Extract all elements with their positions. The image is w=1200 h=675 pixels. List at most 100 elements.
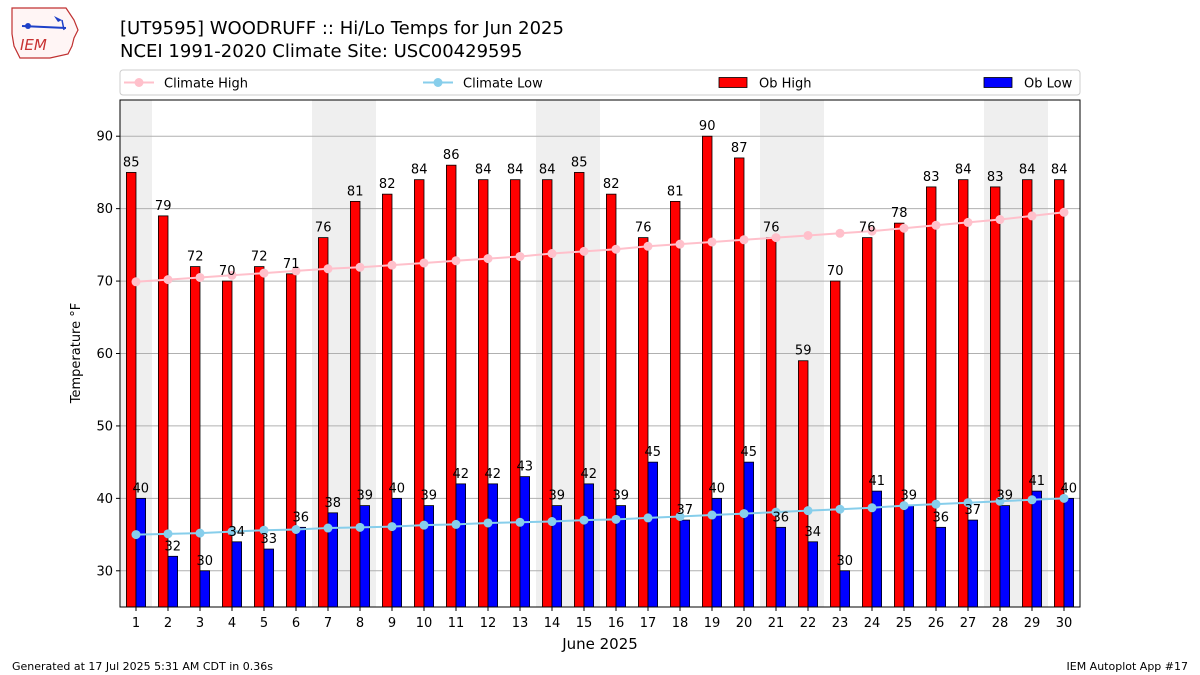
climate-low-point bbox=[547, 517, 557, 527]
y-tick-label: 70 bbox=[96, 275, 113, 290]
climate-low-point bbox=[995, 496, 1005, 506]
x-axis-label: June 2025 bbox=[561, 635, 638, 653]
bar-ob-high bbox=[221, 280, 233, 608]
x-tick-label: 12 bbox=[480, 616, 497, 631]
legend-box bbox=[119, 69, 1081, 96]
climate-low-point bbox=[259, 525, 269, 535]
iem-logo: IEM bbox=[11, 7, 79, 59]
data-label-ob-high: 81 bbox=[347, 184, 364, 199]
climate-low-point bbox=[771, 507, 781, 517]
legend-climate-low: Climate Low bbox=[423, 77, 543, 92]
data-label-ob-low: 32 bbox=[165, 539, 182, 554]
bar-ob-high bbox=[862, 237, 873, 608]
climate-high-point bbox=[259, 268, 269, 278]
bar-ob-low bbox=[743, 461, 755, 608]
x-tick-label: 17 bbox=[640, 616, 657, 631]
legend-label: Climate High bbox=[164, 77, 248, 92]
bar-ob-high bbox=[253, 266, 265, 608]
data-label-ob-high: 76 bbox=[315, 221, 332, 236]
data-label-ob-high: 84 bbox=[411, 163, 428, 178]
x-tick-label: 3 bbox=[196, 616, 204, 631]
data-label-ob-high: 82 bbox=[379, 177, 396, 192]
x-tick-label: 21 bbox=[768, 616, 785, 631]
x-tick-label: 9 bbox=[388, 616, 396, 631]
bar-ob-high bbox=[734, 157, 745, 608]
bar-ob-low bbox=[1031, 490, 1043, 608]
data-label-ob-low: 42 bbox=[485, 467, 502, 482]
x-tick-label: 22 bbox=[800, 616, 817, 631]
data-label-ob-high: 81 bbox=[667, 184, 684, 199]
x-tick-label: 4 bbox=[228, 616, 236, 631]
climate-low-line bbox=[135, 497, 1065, 536]
climate-low-point bbox=[675, 511, 685, 521]
legend: Climate High Climate Low Ob High Ob Low bbox=[119, 69, 1081, 96]
x-axis: 1 2 3 4 5 6 7 8 9 10 11 12 13 14 15 16 17 18 19 20 21 22 23 24 2… bbox=[132, 607, 1072, 631]
x-tick-label: 2 bbox=[164, 616, 172, 631]
climate-high-point bbox=[1027, 211, 1037, 221]
y-tick-label: 30 bbox=[96, 564, 113, 579]
app-credit: IEM Autoplot App #17 bbox=[1066, 660, 1189, 673]
x-tick-label: 29 bbox=[1024, 616, 1041, 631]
x-tick-label: 14 bbox=[544, 616, 561, 631]
climate-low-point bbox=[803, 506, 813, 516]
bar-ob-high bbox=[381, 193, 393, 608]
climate-low-point bbox=[227, 527, 237, 537]
y-tick-label: 40 bbox=[96, 492, 113, 507]
data-label-ob-low: 39 bbox=[613, 489, 630, 504]
data-label-ob-low: 37 bbox=[965, 503, 982, 518]
climate-high-point bbox=[163, 275, 173, 285]
bar-ob-high bbox=[126, 172, 137, 608]
climate-high-point bbox=[451, 256, 461, 266]
x-tick-label: 27 bbox=[960, 616, 977, 631]
climate-high-point bbox=[227, 270, 237, 280]
data-label-ob-high: 76 bbox=[635, 221, 652, 236]
data-label-ob-high: 70 bbox=[827, 264, 844, 279]
x-tick-label: 30 bbox=[1056, 616, 1073, 631]
bar-ob-high bbox=[445, 164, 457, 608]
data-label-ob-high: 87 bbox=[731, 141, 748, 156]
bar-ob-high bbox=[894, 222, 905, 608]
x-tick-label: 15 bbox=[576, 616, 593, 631]
x-tick-label: 6 bbox=[292, 616, 300, 631]
data-label-ob-low: 36 bbox=[293, 510, 310, 525]
climate-high-point bbox=[963, 217, 973, 227]
bar-ob-low bbox=[519, 476, 531, 608]
bar-ob-high bbox=[766, 237, 777, 608]
climate-high-point bbox=[803, 230, 813, 240]
climate-high-point bbox=[579, 246, 589, 256]
climate-high-point bbox=[611, 244, 621, 254]
data-label-ob-high: 72 bbox=[187, 250, 204, 265]
climate-high-point bbox=[131, 277, 141, 287]
climate-high-point bbox=[771, 233, 781, 243]
data-label-ob-low: 39 bbox=[357, 489, 374, 504]
bar-ob-high bbox=[1054, 179, 1065, 608]
climate-low-point bbox=[579, 515, 589, 525]
data-label-ob-low: 39 bbox=[549, 489, 566, 504]
bar-ob-high bbox=[702, 135, 713, 608]
bar-ob-low bbox=[167, 555, 179, 608]
bar-ob-high bbox=[349, 200, 361, 608]
data-label-ob-low: 36 bbox=[773, 510, 790, 525]
climate-low-point bbox=[1059, 493, 1069, 503]
legend-label: Ob High bbox=[759, 77, 812, 92]
bar-ob-low bbox=[391, 497, 403, 608]
climate-high-point bbox=[739, 235, 749, 245]
x-tick-label: 1 bbox=[132, 616, 140, 631]
data-label-ob-high: 84 bbox=[1051, 163, 1068, 178]
climate-high-point bbox=[291, 266, 301, 276]
bar-ob-low bbox=[647, 461, 659, 608]
x-tick-label: 10 bbox=[416, 616, 433, 631]
bar-ob-low bbox=[935, 526, 947, 608]
climate-low-point bbox=[739, 509, 749, 519]
climate-high-point bbox=[1059, 207, 1069, 217]
climate-high-point bbox=[355, 262, 365, 272]
bar-ob-low bbox=[807, 541, 819, 608]
y-axis: 30 40 50 60 70 80 90 bbox=[96, 130, 120, 579]
bar-ob-low bbox=[679, 519, 691, 608]
bar-ob-low bbox=[135, 497, 147, 608]
bar-ob-high bbox=[509, 179, 521, 608]
bar-ob-high bbox=[990, 186, 1001, 608]
bar-ob-low bbox=[359, 505, 371, 608]
climate-high-point bbox=[419, 258, 429, 268]
